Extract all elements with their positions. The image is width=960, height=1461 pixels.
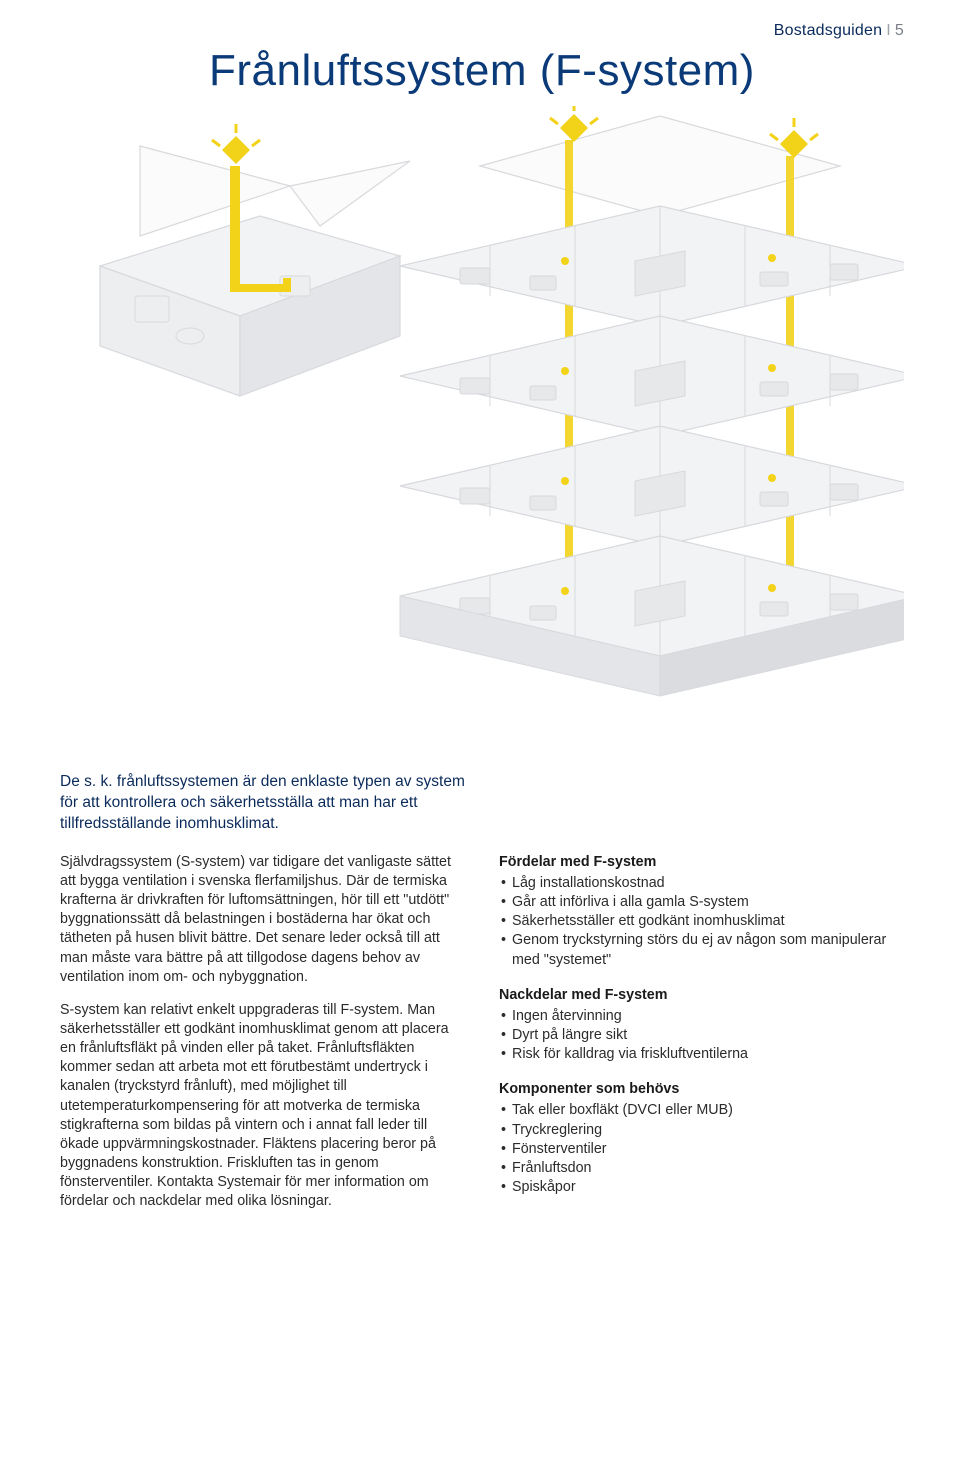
multi-storey-building — [400, 106, 904, 696]
page: BostadsguidenI5 Frånluftssystem (F-syste… — [0, 0, 960, 1266]
header-separator: I — [882, 22, 895, 39]
list-item: Tryckreglering — [499, 1121, 904, 1140]
section-heading: Nackdelar med F-system — [499, 986, 904, 1005]
list-item: Spiskåpor — [499, 1178, 904, 1197]
list-item: Tak eller boxfläkt (DVCI eller MUB) — [499, 1101, 904, 1120]
section-heading: Komponenter som behövs — [499, 1080, 904, 1099]
section-heading: Fördelar med F-system — [499, 853, 904, 872]
ventilation-illustration — [60, 106, 904, 746]
list-item: Genom tryckstyrning störs du ej av någon… — [499, 931, 904, 969]
body-paragraph: Självdragssystem (S-system) var tidigare… — [60, 853, 465, 987]
list-item: Går att införliva i alla gamla S-system — [499, 893, 904, 912]
intro-paragraph: De s. k. frånluftssystemen är den enklas… — [60, 772, 470, 835]
left-column: Självdragssystem (S-system) var tidigare… — [60, 853, 465, 1226]
header-page-number: 5 — [895, 22, 904, 39]
list-item: Fönsterventiler — [499, 1140, 904, 1159]
section-list: Tak eller boxfläkt (DVCI eller MUB)Tryck… — [499, 1101, 904, 1197]
list-item: Låg installationskostnad — [499, 874, 904, 893]
building-diagram-svg — [60, 106, 904, 746]
single-unit-cutaway — [100, 124, 410, 396]
list-item: Ingen återvinning — [499, 1007, 904, 1026]
list-item: Risk för kalldrag via friskluftventilern… — [499, 1045, 904, 1064]
header-label: Bostadsguiden — [774, 22, 882, 39]
body-paragraph: S-system kan relativt enkelt uppgraderas… — [60, 1001, 465, 1212]
list-item: Frånluftsdon — [499, 1159, 904, 1178]
content-columns: Självdragssystem (S-system) var tidigare… — [60, 853, 904, 1226]
list-item: Säkerhetsställer ett godkänt inomhusklim… — [499, 912, 904, 931]
page-title: Frånluftssystem (F-system) — [60, 46, 904, 96]
right-column: Fördelar med F-system Låg installationsko… — [499, 853, 904, 1226]
list-item: Dyrt på längre sikt — [499, 1026, 904, 1045]
section-list: Låg installationskostnadGår att införliv… — [499, 874, 904, 970]
section-list: Ingen återvinningDyrt på längre siktRisk… — [499, 1007, 904, 1064]
page-header: BostadsguidenI5 — [60, 22, 904, 40]
